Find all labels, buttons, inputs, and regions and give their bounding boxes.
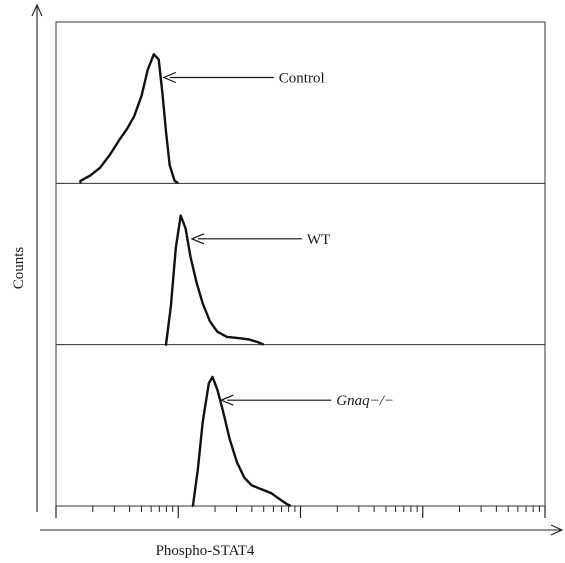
annotation-arrowhead (219, 394, 234, 406)
histogram-curve (164, 214, 265, 346)
plot-frame (55, 21, 546, 507)
y-axis-label: Counts (11, 247, 27, 290)
annotation-arrowhead (190, 233, 205, 245)
histogram-curve (79, 53, 179, 185)
y-axis-arrowhead (31, 3, 43, 17)
series-label: Control (279, 70, 325, 86)
histogram-panels: Control WT Gnaq−/− (56, 53, 545, 508)
x-axis-ticks (55, 506, 546, 518)
series-label: Gnaq−/− (336, 393, 394, 409)
x-axis-arrowhead (550, 524, 564, 536)
annotation-arrowhead (162, 71, 177, 84)
x-axis-label: Phospho-STAT4 (156, 543, 255, 559)
series-label: WT (307, 232, 330, 248)
histogram-curve (191, 375, 292, 508)
